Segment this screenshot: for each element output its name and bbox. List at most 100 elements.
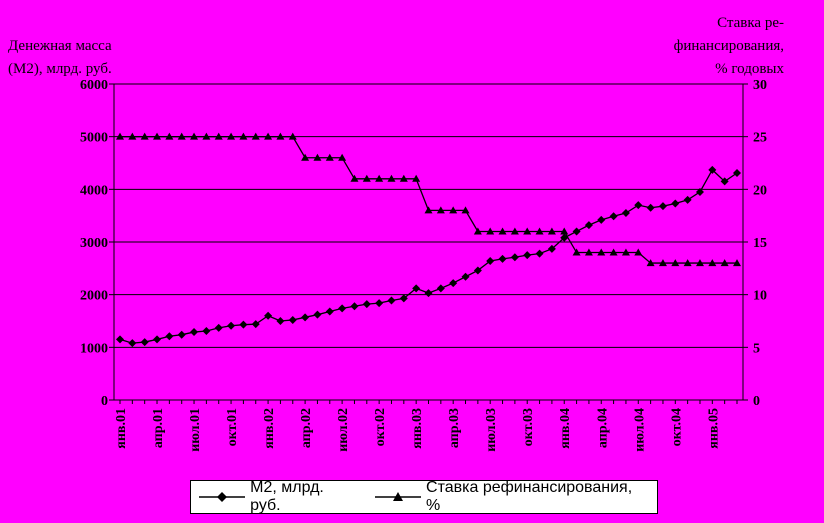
rate-point: [153, 132, 162, 140]
rate-point: [621, 248, 630, 256]
m2-point: [239, 320, 248, 329]
rate-point: [301, 153, 310, 161]
m2-point: [486, 256, 495, 265]
y-right-tick-label: 25: [753, 131, 767, 146]
rate-point: [387, 174, 396, 182]
y-axis-right-title-line: Ставка ре-: [717, 15, 784, 31]
y-axis-right-title: Ставка ре- финансирования, % годовых: [634, 12, 784, 81]
m2-point: [350, 302, 359, 311]
rate-point: [165, 132, 174, 140]
y-right-tick-label: 10: [753, 289, 767, 304]
rate-point: [572, 248, 581, 256]
rate-point: [720, 259, 729, 267]
legend-item-rate: Ставка рефинансирования, %: [373, 479, 657, 515]
rate-point: [733, 259, 741, 267]
rate-point: [584, 248, 593, 256]
x-tick-label: июл.01: [188, 408, 203, 452]
rate-point: [436, 206, 445, 214]
rate-point: [251, 132, 260, 140]
m2-point: [572, 227, 581, 236]
y-right-tick-label: 30: [753, 78, 767, 93]
m2-point: [276, 317, 285, 325]
x-tick-label: янв.03: [410, 408, 425, 449]
m2-point: [720, 177, 729, 186]
x-tick-label: окт.03: [521, 408, 536, 446]
m2-point: [128, 339, 137, 348]
rate-point: [140, 132, 149, 140]
m2-point: [523, 251, 532, 260]
legend-triangle-line-icon: [374, 492, 421, 501]
rate-point: [449, 206, 458, 214]
x-tick-label: июл.02: [336, 408, 351, 452]
rate-point: [510, 227, 519, 235]
rate-point: [313, 153, 322, 161]
rate-point: [399, 174, 408, 182]
y-axis-left-title-line: Денежная масса: [8, 38, 112, 54]
rate-point: [597, 248, 606, 256]
m2-point: [214, 323, 223, 332]
m2-point: [251, 320, 260, 329]
rate-point: [325, 153, 334, 161]
m2-point: [177, 330, 186, 339]
m2-point: [695, 187, 704, 196]
m2-point: [140, 338, 149, 347]
m2-point: [510, 253, 519, 262]
y-left-tick-label: 0: [101, 394, 108, 409]
m2-point: [436, 284, 445, 293]
m2-point: [683, 195, 692, 204]
m2-point: [646, 203, 655, 212]
rate-point: [412, 174, 421, 182]
rate-point: [560, 227, 569, 235]
m2-point: [301, 313, 310, 322]
m2-point: [634, 201, 643, 210]
x-tick-label: янв.05: [706, 408, 721, 449]
m2-point: [658, 202, 667, 211]
m2-point: [387, 296, 396, 305]
m2-point: [338, 304, 347, 313]
x-tick-label: апр.04: [595, 408, 610, 448]
rate-point: [202, 132, 211, 140]
rate-point: [461, 206, 470, 214]
rate-point: [486, 227, 495, 235]
m2-point: [313, 310, 322, 319]
m2-point: [264, 311, 273, 320]
m2-point: [399, 294, 408, 303]
y-right-tick-label: 15: [753, 236, 767, 251]
x-tick-label: янв.01: [114, 408, 129, 449]
rate-point: [177, 132, 186, 140]
m2-point: [165, 332, 174, 341]
rate-point: [646, 259, 655, 267]
rate-point: [362, 174, 371, 182]
m2-point: [498, 254, 507, 263]
rate-point: [190, 132, 199, 140]
rate-point: [634, 248, 643, 256]
m2-point: [473, 266, 482, 275]
x-tick-label: апр.03: [447, 408, 462, 448]
legend-diamond-line-icon: [199, 492, 245, 502]
y-axis-right-title-line: % годовых: [715, 61, 784, 77]
y-right-tick-label: 5: [753, 341, 760, 356]
m2-point: [412, 284, 421, 293]
m2-point: [288, 315, 297, 324]
y-right-tick-label: 0: [753, 394, 760, 409]
m2-point: [190, 328, 199, 337]
m2-point: [362, 300, 371, 309]
y-left-tick-label: 2000: [80, 289, 108, 304]
rate-point: [264, 132, 273, 140]
rate-point: [658, 259, 667, 267]
rate-point: [695, 259, 704, 267]
y-axis-left-title: Денежная масса (М2), млрд. руб.: [8, 35, 112, 81]
x-tick-label: янв.04: [558, 408, 573, 449]
x-tick-label: окт.02: [373, 408, 388, 446]
y-right-tick-label: 20: [753, 183, 767, 198]
m2-point: [708, 165, 717, 174]
m2-point: [461, 272, 470, 281]
m2-point: [116, 335, 124, 344]
m2-point: [671, 199, 680, 208]
rate-point: [350, 174, 359, 182]
m2-point: [424, 289, 433, 298]
rate-point: [498, 227, 507, 235]
x-tick-label: окт.04: [669, 408, 684, 446]
m2-point: [375, 299, 384, 308]
